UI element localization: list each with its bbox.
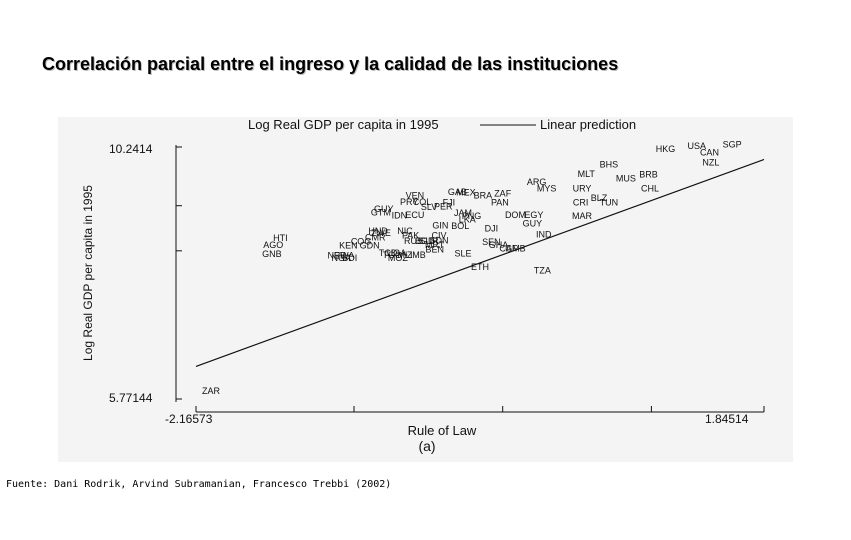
point-label-pry: PRY [400,197,418,207]
point-label-chl: CHL [641,184,659,194]
point-label-dji: DJI [485,224,499,234]
point-label-sdn: SDN [429,235,448,245]
x-tick-label-min: -2.16573 [165,412,213,426]
point-label-cog: COG [351,237,372,247]
point-label-sur: SUR [420,236,440,246]
point-label-rwa: RWA [334,251,355,261]
point-label-gmb: GMB [505,243,526,253]
point-label-gnb: GNB [262,249,282,259]
point-label-jam: JAM [454,208,472,218]
point-label-bdi: BDI [342,253,357,263]
point-label-gab: GAB [448,187,467,197]
point-label-mrt: MRT [425,240,445,250]
point-label-bhs: BHS [600,159,619,169]
point-label-bol: BOL [451,221,469,231]
legend-line-label: Linear prediction [540,117,636,132]
point-label-mlt: MLT [578,169,596,179]
point-label-ner: NER [328,251,348,261]
point-label-zaf: ZAF [494,189,512,199]
point-label-ben: BEN [425,245,444,255]
y-ticks [176,146,182,400]
point-label-gdn: GDN [360,241,380,251]
point-label-rus: RUS [404,236,423,246]
point-label-can: CAN [700,148,719,158]
point-label-col: COL [413,197,432,207]
y-tick-label-min: 5.77144 [109,391,153,405]
point-label-egy: EGY [524,210,543,220]
slide-title-shadow: Correlación parcial entre el ingreso y l… [43,55,620,75]
scatter-chart: Log Real GDP per capita in 1995 Linear p… [58,117,793,462]
point-label-tcd: TCD [379,248,398,258]
point-label-guy: GUY [523,219,543,229]
x-ticks [195,406,765,412]
point-label-zmb: ZMB [407,250,426,260]
point-label-ecu: ECU [405,210,424,220]
point-label-mli: MLI [397,250,412,260]
point-label-idn: IDN [392,211,408,221]
point-label-sle: SLE [455,248,472,258]
point-label-ago: AGO [263,240,283,250]
point-label-nic: NIC [397,226,413,236]
point-label-ken: KEN [339,241,358,251]
point-label-moz: MOZ [388,253,408,263]
point-label-sen: SEN [482,237,501,247]
point-label-usa: USA [687,141,706,151]
x-tick-label-max: 1.84514 [705,412,749,426]
point-label-mus: MUS [616,173,636,183]
point-label-tza: TZA [534,265,551,275]
point-label-eth: ETH [471,262,489,272]
point-label-cri: CRI [573,198,589,208]
y-axis-title: Log Real GDP per capita in 1995 [81,185,95,361]
point-label-nzl: NZL [702,158,719,168]
point-label-png: PNG [462,211,482,221]
panel-label: (a) [418,438,435,454]
point-label-gha: GHA [489,240,509,250]
point-label-uga: UGA [387,248,407,258]
point-label-arg: ARG [527,177,547,187]
legend-series-label: Log Real GDP per capita in 1995 [248,117,439,132]
point-label-cmr: CMR [365,233,386,243]
point-label-mar: MAR [572,211,593,221]
source-note: Fuente: Dani Rodrik, Arvind Subramanian,… [6,479,392,490]
point-label-tun: TUN [600,198,619,208]
point-label-bra: BRA [474,190,493,200]
point-label-bgd: BGD [415,236,435,246]
point-label-sgp: SGP [723,140,742,150]
chart-background [58,117,793,462]
slide-title: Correlación parcial entre el ingreso y l… [42,54,619,74]
point-label-tgo: TGO [382,250,402,260]
point-label-fji: FJI [443,198,456,208]
point-label-caf: CAF [499,243,518,253]
point-label-nga: NGA [332,253,352,263]
point-label-blz: BLZ [591,193,608,203]
point-label-zwe: ZWE [371,228,391,238]
point-label-zar: ZAR [202,386,221,396]
point-label-guy: GUY [374,204,394,214]
point-label-civ: CIV [431,230,446,240]
point-label-lka: LKA [459,215,476,225]
point-label-mys: MYS [537,184,557,194]
x-axis-title: Rule of Law [408,423,477,438]
point-label-hti: HTI [273,233,288,243]
point-label-slv: SLV [421,202,437,212]
point-label-ury: URY [573,184,592,194]
chart-svg: Log Real GDP per capita in 1995 Linear p… [58,117,793,462]
point-label-pak: PAK [402,230,419,240]
point-label-pan: PAN [491,198,509,208]
point-label-per: PER [434,202,453,212]
point-label-gin: GIN [432,220,448,230]
point-label-gtm: GTM [371,207,391,217]
point-label-hkg: HKG [656,144,676,154]
point-label-ven: VEN [406,190,425,200]
y-tick-label-max: 10.2414 [109,142,153,156]
point-label-hnd: HND [368,226,388,236]
point-label-dom: DOM [505,210,526,220]
point-label-mex: MEX [456,188,476,198]
point-label-ind: IND [536,229,552,239]
linear-prediction-line [195,158,765,367]
point-label-brb: BRB [639,170,658,180]
